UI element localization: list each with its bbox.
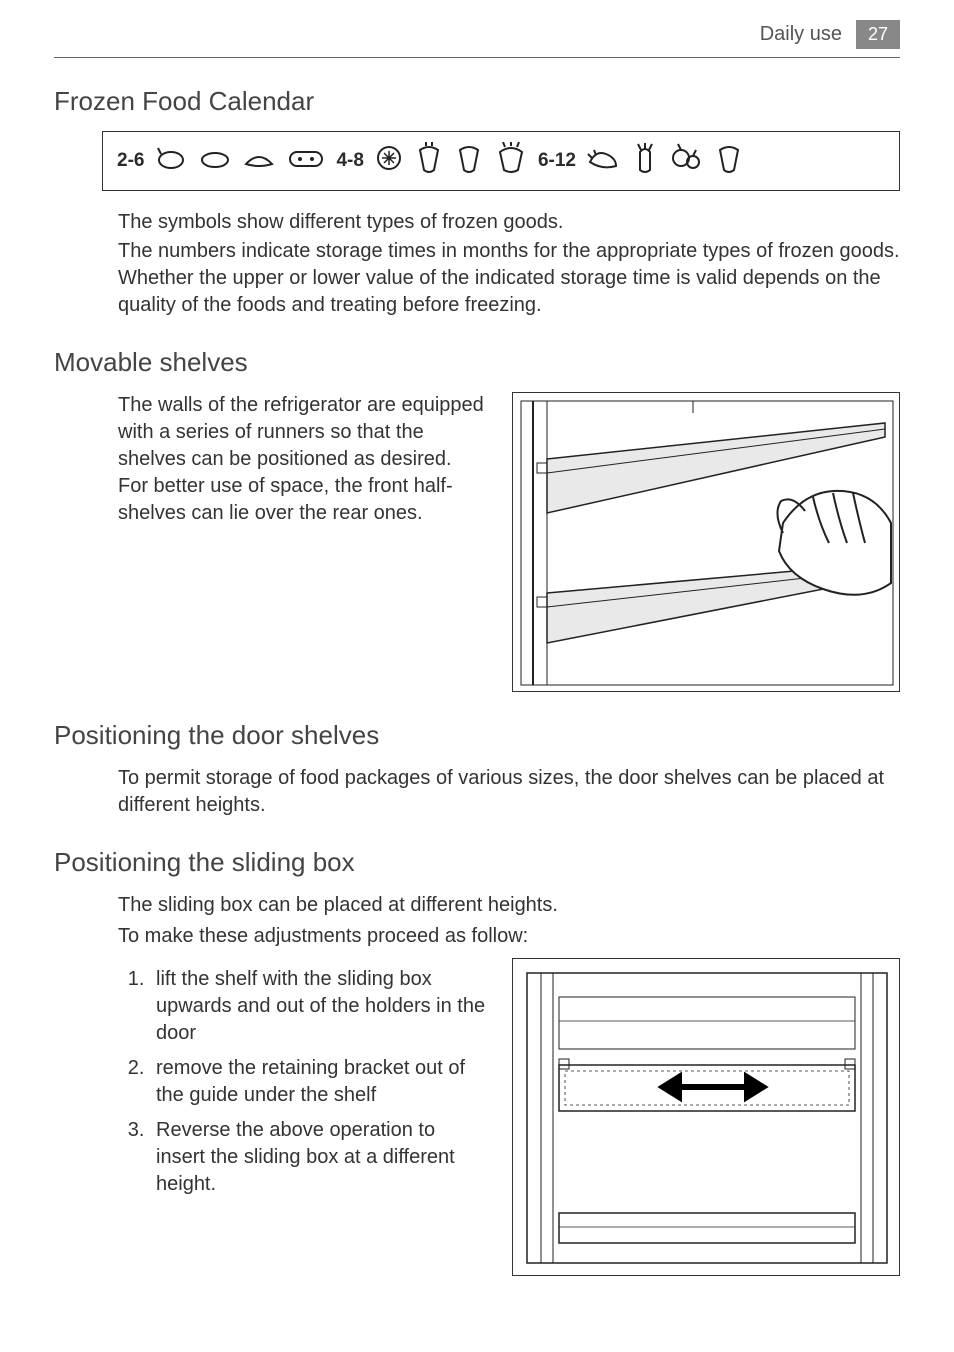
food-icon	[630, 142, 660, 180]
food-icon	[586, 144, 620, 178]
page-content: Frozen Food Calendar 2-6 4-8 6-12	[0, 86, 954, 1276]
food-icon	[714, 142, 744, 180]
food-icon	[414, 142, 444, 180]
step-3: Reverse the above operation to insert th…	[150, 1117, 488, 1198]
movable-shelves-text: The walls of the refrigerator are equipp…	[118, 392, 488, 527]
months-2-6: 2-6	[117, 150, 144, 172]
food-icon	[454, 142, 484, 180]
sliding-box-steps: lift the shelf with the sliding box upwa…	[142, 966, 488, 1198]
sliding-box-intro2: To make these adjustments proceed as fol…	[118, 923, 900, 950]
door-shelves-para: To permit storage of food packages of va…	[118, 765, 900, 819]
frozen-calendar-heading: Frozen Food Calendar	[54, 86, 900, 117]
shelves-illustration	[512, 392, 900, 692]
page-header: Daily use 27	[0, 0, 954, 49]
food-icon	[494, 142, 528, 180]
frozen-calendar-strip: 2-6 4-8 6-12	[102, 131, 900, 191]
months-4-8: 4-8	[336, 150, 363, 172]
door-shelves-heading: Positioning the door shelves	[54, 720, 900, 751]
page-number-badge: 27	[856, 20, 900, 49]
movable-shelves-p1: The walls of the refrigerator are equipp…	[118, 392, 488, 473]
sliding-box-heading: Positioning the sliding box	[54, 847, 900, 878]
food-icon	[242, 144, 276, 178]
header-rule	[54, 57, 900, 58]
movable-shelves-heading: Movable shelves	[54, 347, 900, 378]
food-icon	[670, 142, 704, 180]
sliding-box-illustration	[512, 958, 900, 1276]
sliding-box-block: lift the shelf with the sliding box upwa…	[118, 958, 900, 1276]
step-1: lift the shelf with the sliding box upwa…	[150, 966, 488, 1047]
food-icon	[154, 144, 188, 178]
movable-shelves-p2: For better use of space, the front half-…	[118, 473, 488, 527]
food-icon	[286, 144, 326, 178]
sliding-box-intro1: The sliding box can be placed at differe…	[118, 892, 900, 919]
movable-shelves-block: The walls of the refrigerator are equipp…	[118, 392, 900, 692]
calendar-desc-2: The numbers indicate storage times in mo…	[118, 238, 900, 319]
calendar-desc-1: The symbols show different types of froz…	[118, 209, 900, 236]
sliding-box-steps-col: lift the shelf with the sliding box upwa…	[118, 958, 488, 1198]
food-icon	[198, 144, 232, 178]
food-icon	[374, 143, 404, 179]
section-title: Daily use	[760, 23, 842, 46]
step-2: remove the retaining bracket out of the …	[150, 1055, 488, 1109]
months-6-12: 6-12	[538, 150, 576, 172]
